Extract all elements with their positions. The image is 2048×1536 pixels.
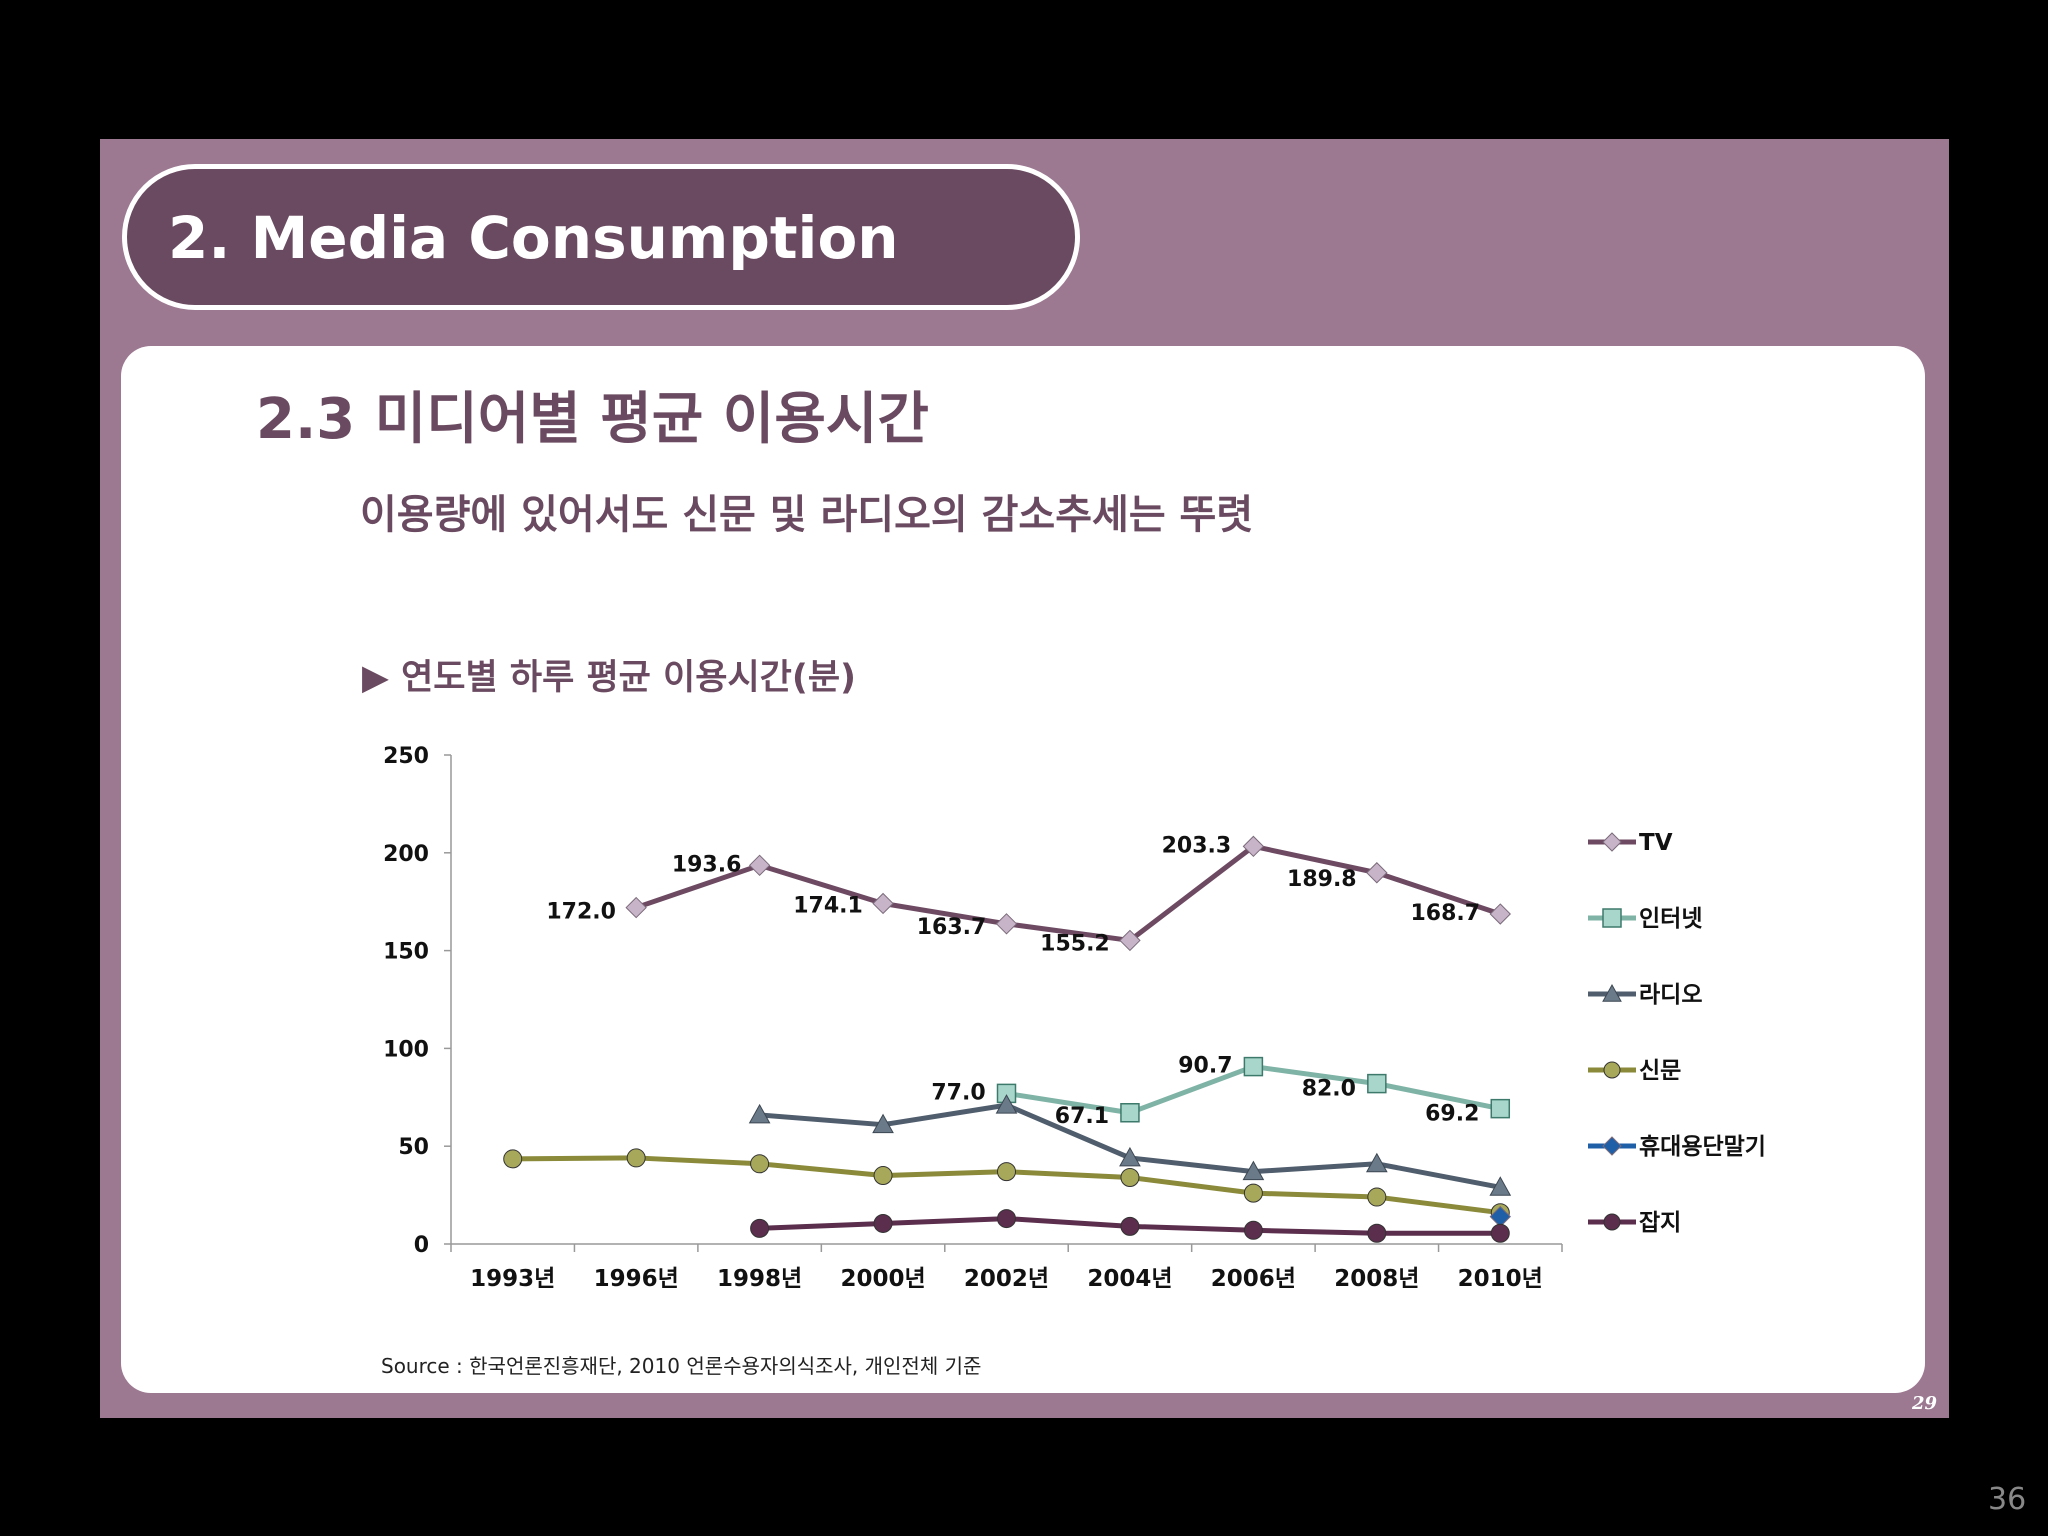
data-point-series (1365, 1152, 1388, 1173)
data-point-series (995, 1094, 1018, 1114)
data-point-series (1490, 1223, 1510, 1243)
source-note: Source : 한국언론진흥재단, 2010 언론수용자의식조사, 개인전체 … (381, 1354, 982, 1378)
y-tick-label: 250 (383, 744, 429, 769)
data-point-series (626, 1148, 646, 1168)
data-point-series (750, 1218, 770, 1238)
series-line-tv (635, 843, 1502, 943)
x-tick-label: 2002년 (964, 1266, 1049, 1292)
data-point-tv (995, 913, 1018, 935)
slide-counter: 36 (1988, 1482, 2027, 1517)
data-label: 77.0 (931, 1080, 985, 1105)
legend-label: 잡지 (1639, 1210, 1681, 1236)
y-tick-label: 150 (383, 940, 429, 965)
header-pill (122, 164, 1080, 310)
data-point-series (1367, 1187, 1387, 1207)
data-point-series (997, 1209, 1016, 1229)
legend-label: 라디오 (1639, 982, 1702, 1008)
data-point-series (997, 1162, 1016, 1182)
data-point-tv (1242, 835, 1265, 858)
data-point-tv (1489, 903, 1511, 925)
data-point-series (748, 1103, 771, 1124)
data-point-tv (1119, 929, 1141, 952)
legend-marker (1603, 1061, 1621, 1079)
legend-label: 휴대용단말기 (1639, 1134, 1766, 1160)
data-label: 69.2 (1425, 1102, 1479, 1127)
data-point-series (1243, 1056, 1264, 1077)
x-tick-label: 1993년 (470, 1266, 555, 1292)
legend-marker (1602, 983, 1622, 1002)
section-subtitle: 이용량에 있어서도 신문 및 라디오의 감소추세는 뚜렷 (360, 492, 1254, 538)
data-point-series (1243, 1220, 1263, 1240)
y-tick-label: 50 (398, 1135, 429, 1160)
legend-marker (1602, 1136, 1622, 1156)
data-point-series (503, 1149, 523, 1169)
data-label: 193.6 (672, 852, 742, 877)
x-tick-label: 1998년 (717, 1266, 802, 1292)
data-point-series (1119, 1146, 1141, 1167)
data-point-series (1120, 1103, 1140, 1123)
data-label: 189.8 (1287, 867, 1357, 892)
data-point-series (1490, 1098, 1511, 1119)
data-point-series (873, 1213, 893, 1233)
data-point-series (750, 1154, 770, 1174)
y-tick-label: 0 (414, 1233, 429, 1258)
data-point-series (1120, 1167, 1140, 1187)
x-tick-label: 2008년 (1334, 1266, 1419, 1292)
data-point-series (1243, 1183, 1263, 1203)
data-label: 172.0 (546, 900, 616, 925)
legend-label: 인터넷 (1639, 906, 1702, 932)
data-point-series (1120, 1216, 1140, 1236)
legend-marker (1603, 1213, 1621, 1231)
data-point-series (1367, 1073, 1387, 1094)
data-point-tv (625, 896, 647, 919)
data-point-series (873, 1166, 893, 1186)
x-tick-label: 2000년 (840, 1266, 925, 1292)
x-tick-label: 2004년 (1087, 1266, 1172, 1292)
data-point-series (872, 1113, 894, 1134)
header-title: 2. Media Consumption (168, 204, 899, 272)
data-label: 174.1 (793, 893, 863, 918)
data-point-series (1489, 1176, 1512, 1196)
x-tick-label: 1996년 (594, 1266, 679, 1292)
data-point-series (1367, 1223, 1387, 1243)
data-point-tv (1366, 862, 1388, 884)
x-tick-label: 2006년 (1211, 1266, 1296, 1292)
section-title: 2.3 미디어별 평균 이용시간 (256, 387, 929, 452)
x-tick-label: 2010년 (1458, 1266, 1543, 1292)
data-label: 168.7 (1410, 901, 1480, 926)
y-tick-label: 200 (383, 842, 429, 867)
data-point-tv (748, 854, 771, 877)
data-label: 203.3 (1162, 833, 1232, 858)
legend-marker (1602, 832, 1622, 852)
data-label: 155.2 (1040, 931, 1110, 956)
legend-label: 신문 (1639, 1058, 1681, 1084)
legend-marker (1602, 908, 1622, 928)
data-point-tv (872, 892, 894, 915)
page-number: 29 (1912, 1393, 1938, 1414)
legend-label: TV (1639, 830, 1673, 856)
chart-title: ▶ 연도별 하루 평균 이용시간(분) (362, 658, 857, 698)
data-label: 82.0 (1302, 1077, 1356, 1102)
y-tick-label: 100 (383, 1037, 429, 1062)
data-label: 67.1 (1055, 1104, 1109, 1129)
data-point-series (1242, 1160, 1265, 1181)
data-label: 163.7 (917, 915, 987, 940)
data-label: 90.7 (1178, 1054, 1232, 1079)
